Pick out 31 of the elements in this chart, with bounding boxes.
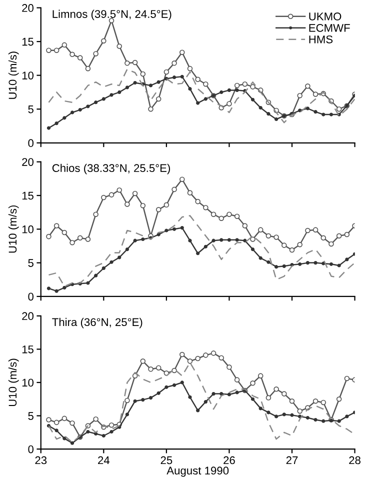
x-tick-label: 27 [286, 456, 298, 464]
y-tick-label: 15 [22, 192, 34, 200]
chart-title: Thira (36°N, 25°E) [52, 318, 142, 328]
y-axis-title: U10 (m/s) [8, 52, 19, 99]
chart-title: Limnos (39.5°N, 24.5°E) [52, 10, 172, 20]
x-tick-label: 28 [349, 456, 360, 464]
y-tick-label: 0 [28, 139, 34, 148]
y-tick-label: 10 [22, 72, 34, 80]
y-tick-label: 20 [22, 4, 34, 12]
y-axis-title: U10 (m/s) [8, 205, 19, 253]
x-tick-label: 26 [224, 456, 235, 464]
y-axis-title: U10 (m/s) [8, 358, 19, 406]
y-tick-label: 15 [22, 346, 34, 354]
y-tick-label: 0 [28, 292, 34, 301]
y-tick-label: 5 [28, 259, 34, 267]
y-tick-label: 0 [28, 445, 34, 454]
y-tick-label: 10 [22, 378, 34, 387]
x-tick-label: 23 [35, 456, 47, 464]
x-axis-title: August 1990 [166, 466, 229, 477]
legend-label: HMS [309, 35, 333, 44]
y-tick-label: 10 [22, 225, 34, 234]
y-tick-label: 5 [28, 412, 34, 420]
x-tick-label: 25 [160, 456, 172, 464]
legend-label: ECMWF [309, 24, 350, 32]
y-tick-label: 15 [22, 38, 34, 46]
y-tick-label: 5 [28, 105, 34, 114]
y-tick-label: 20 [22, 158, 34, 166]
x-tick-label: 24 [98, 456, 110, 464]
y-tick-label: 20 [22, 312, 34, 320]
legend-label: UKMO [309, 12, 342, 20]
chart-title: Chios (38.33°N, 25.5°E) [52, 164, 170, 174]
